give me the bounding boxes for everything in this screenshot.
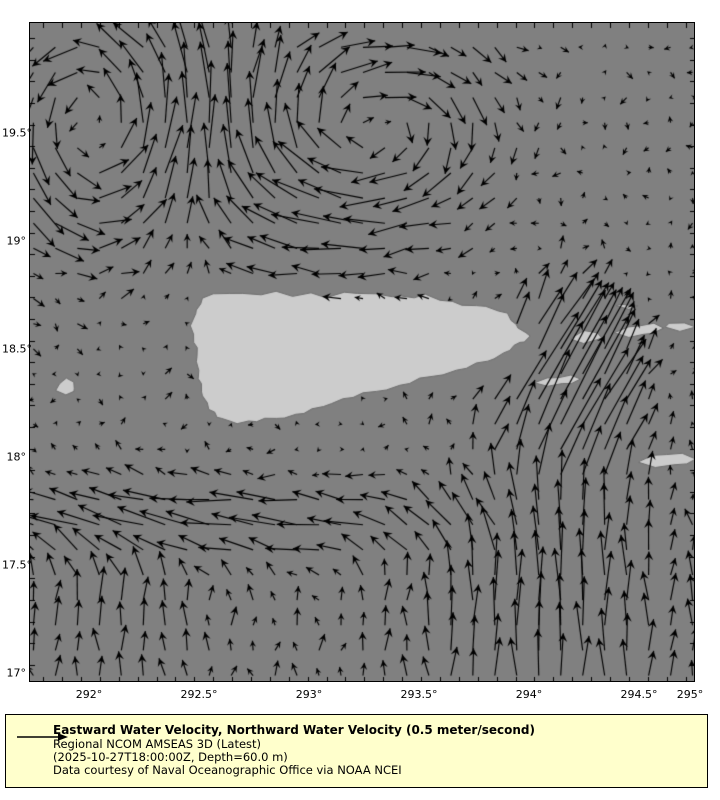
x-tick-label-4: 294° [515, 688, 543, 701]
plot-border [29, 22, 695, 682]
x-tick-label-6: 295° [676, 688, 704, 701]
y-tick-label-1: 19° [6, 234, 27, 248]
legend-title: Eastward Water Velocity, Northward Water… [53, 723, 535, 737]
reference-arrow-icon [17, 733, 68, 741]
current-vector-map[interactable] [30, 23, 695, 682]
y-tick-label-0: 19.5° [2, 126, 32, 140]
x-tick-label-1: 292.5° [180, 688, 218, 701]
y-tick-label-5: 17° [6, 666, 27, 680]
legend-model-line: Regional NCOM AMSEAS 3D (Latest) [53, 737, 262, 751]
x-tick-label-5: 294.5° [620, 688, 658, 701]
x-tick-label-0: 292° [75, 688, 103, 701]
legend-panel: Eastward Water Velocity, Northward Water… [5, 714, 708, 788]
y-tick-label-4: 17.5° [2, 558, 32, 572]
y-tick-label-2: 18.5° [2, 342, 32, 356]
map-plot-area[interactable] [29, 22, 695, 682]
x-tick-label-3: 293.5° [400, 688, 438, 701]
legend-attribution-line: Data courtesy of Naval Oceanographic Off… [53, 763, 402, 777]
y-tick-label-3: 18° [6, 450, 27, 464]
legend-time-depth-line: (2025-10-27T18:00:00Z, Depth=60.0 m) [53, 750, 288, 764]
x-tick-label-2: 293° [295, 688, 323, 701]
